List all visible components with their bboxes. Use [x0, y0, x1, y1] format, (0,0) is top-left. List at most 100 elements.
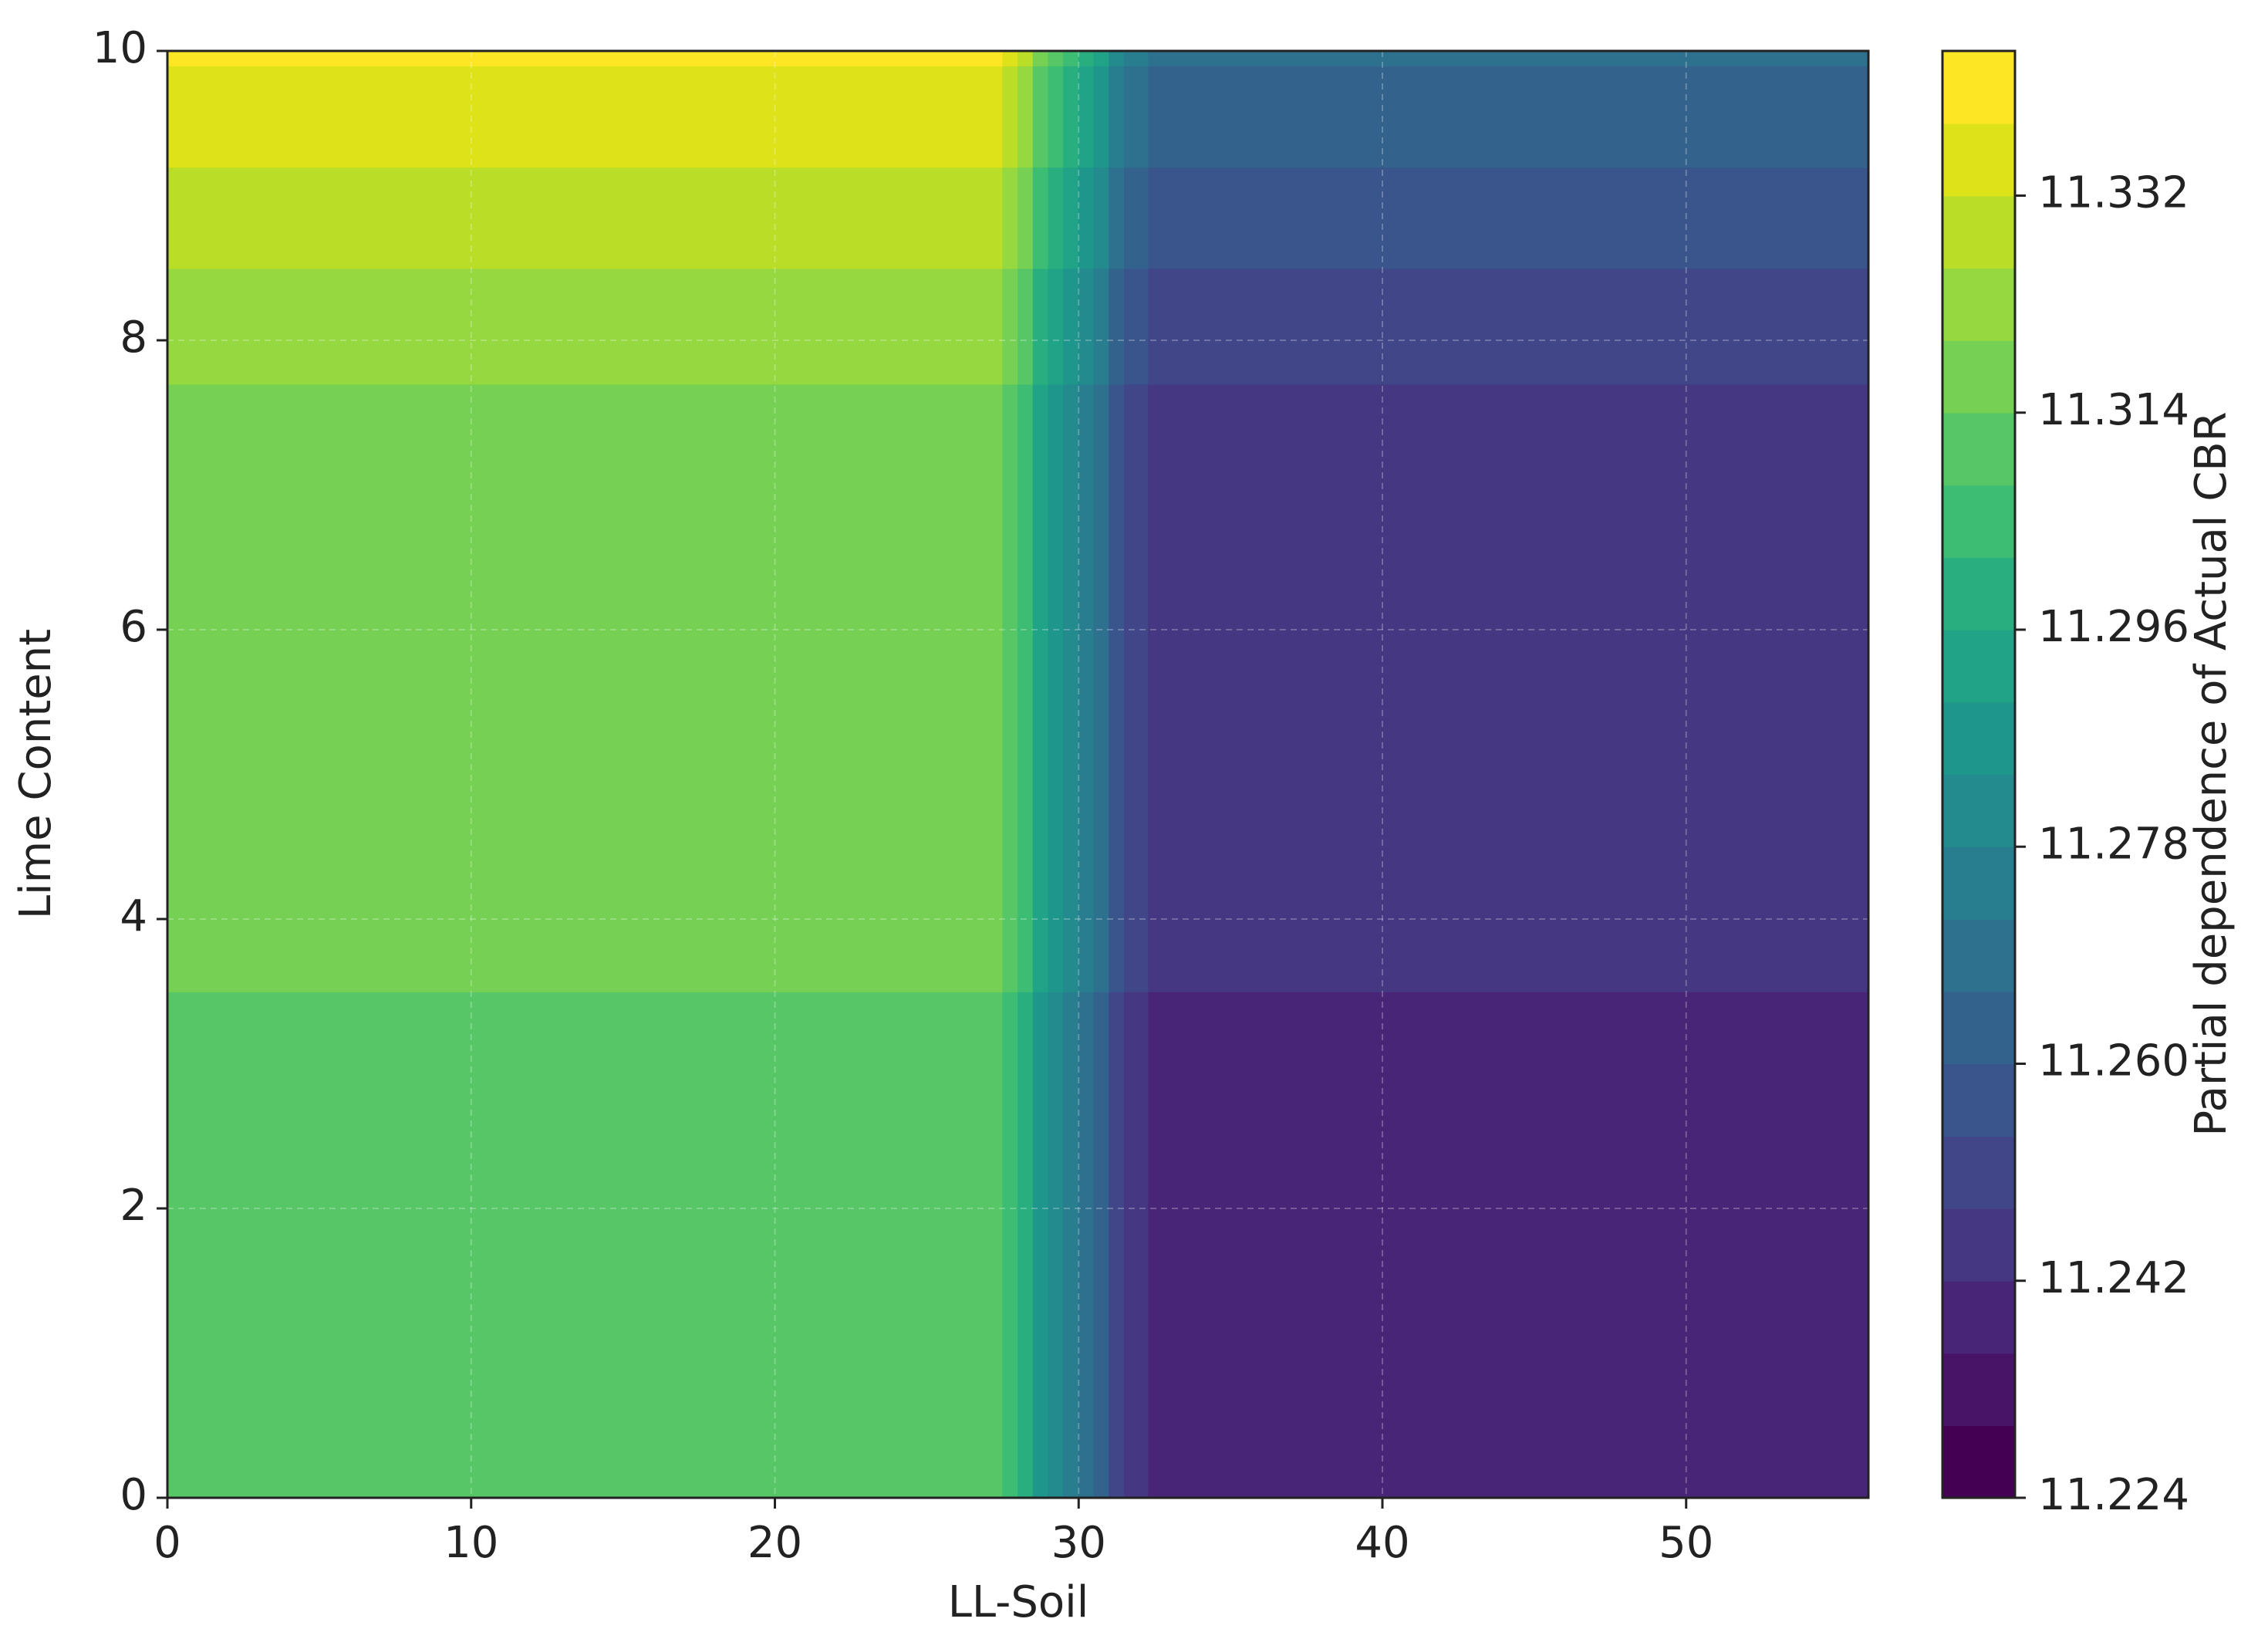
- contour-cell: [1048, 267, 1065, 385]
- colorbar-tick-label: 11.332: [2038, 168, 2189, 218]
- contour-cell: [1078, 383, 1095, 992]
- contour-cell: [1063, 383, 1080, 992]
- contour-cell: [1109, 383, 1126, 992]
- colorbar-band: [1942, 774, 2015, 848]
- contour-cell: [1148, 383, 1870, 992]
- colorbar-band: [1942, 919, 2015, 992]
- contour-cell: [167, 166, 1004, 269]
- contour-cell: [1032, 383, 1050, 992]
- y-tick-label: 2: [120, 1181, 147, 1231]
- plot-frame: [166, 49, 1870, 1499]
- contour-cell: [1093, 166, 1110, 269]
- contour-cell: [1123, 50, 1150, 66]
- colorbar-band: [1942, 412, 2015, 486]
- contour-cell: [1032, 65, 1050, 168]
- contour-cell: [1123, 383, 1150, 992]
- y-tick-label: 10: [93, 23, 147, 73]
- contour-cell: [1123, 166, 1150, 269]
- contour-cell: [1018, 267, 1034, 385]
- x-tick-label: 20: [748, 1518, 802, 1568]
- contour-cell: [1048, 166, 1065, 269]
- colorbar-band: [1942, 630, 2015, 703]
- contour-cell: [1002, 991, 1019, 1499]
- contour-cell: [1078, 65, 1095, 168]
- contour-cell: [1002, 383, 1019, 992]
- x-tick-label: 50: [1659, 1518, 1713, 1568]
- contour-cell: [1109, 267, 1126, 385]
- contour-cell: [1078, 50, 1095, 66]
- contour-cell: [1018, 65, 1034, 168]
- colorbar-band: [1942, 485, 2015, 559]
- contour-cell: [1063, 50, 1080, 66]
- contour-cell: [1048, 991, 1065, 1499]
- colorbar-band: [1942, 1063, 2015, 1137]
- contour-cell: [1048, 383, 1065, 992]
- contour-cell: [1063, 166, 1080, 269]
- contour-cell: [1109, 991, 1126, 1499]
- colorbar-band: [1942, 991, 2015, 1065]
- colorbar-band: [1942, 1136, 2015, 1209]
- contour-cell: [167, 991, 1004, 1499]
- x-tick-label: 30: [1051, 1518, 1106, 1568]
- colorbar-band: [1942, 268, 2015, 341]
- contour-cell: [1063, 65, 1080, 168]
- colorbar-label: Partial dependence of Actual CBR: [2186, 411, 2236, 1136]
- y-axis-label: Lime Content: [11, 629, 61, 919]
- y-tick-label: 8: [120, 313, 147, 363]
- colorbar-band: [1942, 123, 2015, 197]
- colorbar-frame: [1941, 49, 2017, 1499]
- x-tick-label: 0: [154, 1518, 181, 1568]
- contour-cell: [167, 50, 1004, 66]
- contour-cell: [1063, 267, 1080, 385]
- contour-cell: [1002, 166, 1019, 269]
- colorbar-band: [1942, 847, 2015, 920]
- colorbar-band: [1942, 51, 2015, 124]
- colorbar-tick-label: 11.314: [2038, 385, 2189, 435]
- contour-cell: [1002, 65, 1019, 168]
- contour-cell: [1148, 267, 1870, 385]
- contour-cell: [1093, 267, 1110, 385]
- contour-cell: [1018, 991, 1034, 1499]
- contour-cell: [1123, 991, 1150, 1499]
- contour-cell: [1148, 50, 1870, 66]
- colorbar-band: [1942, 1425, 2015, 1499]
- y-tick-label: 6: [120, 602, 147, 652]
- contour-cell: [1018, 50, 1034, 66]
- colorbar-band: [1942, 701, 2015, 776]
- contour-cell: [1002, 267, 1019, 385]
- contour-cell: [1109, 166, 1126, 269]
- colorbar-band: [1942, 557, 2015, 630]
- contour-cell: [1109, 50, 1126, 66]
- colorbar-band: [1942, 195, 2015, 269]
- contour-cell: [1032, 166, 1050, 269]
- x-tick-label: 10: [444, 1518, 498, 1568]
- contour-cell: [1032, 50, 1050, 66]
- x-tick-label: 40: [1355, 1518, 1409, 1568]
- colorbar-tick-label: 11.296: [2038, 602, 2189, 652]
- contour-cell: [167, 65, 1004, 168]
- contour-cell: [1148, 166, 1870, 269]
- contour-cell: [1148, 991, 1870, 1499]
- colorbar-band: [1942, 1353, 2015, 1427]
- contour-cell: [1078, 991, 1095, 1499]
- contour-cell: [1093, 50, 1110, 66]
- contour-cell: [1093, 383, 1110, 992]
- contour-cell: [1148, 65, 1870, 168]
- contour-cell: [1078, 166, 1095, 269]
- colorbar-band: [1942, 1280, 2015, 1354]
- contour-cell: [1109, 65, 1126, 168]
- contour-cell: [1123, 267, 1150, 385]
- contour-cell: [1063, 991, 1080, 1499]
- colorbar-tick-label: 11.224: [2038, 1470, 2189, 1520]
- contour-cell: [167, 383, 1004, 992]
- y-tick-label: 0: [120, 1470, 147, 1520]
- colorbar-band: [1942, 1208, 2015, 1282]
- contour-cell: [1078, 267, 1095, 385]
- contour-cell: [1093, 991, 1110, 1499]
- colorbar-band: [1942, 340, 2015, 414]
- contour-cell: [1018, 383, 1034, 992]
- colorbar-tick-label: 11.260: [2038, 1036, 2189, 1086]
- contour-cell: [1002, 50, 1019, 66]
- x-axis-label: LL-Soil: [948, 1577, 1089, 1627]
